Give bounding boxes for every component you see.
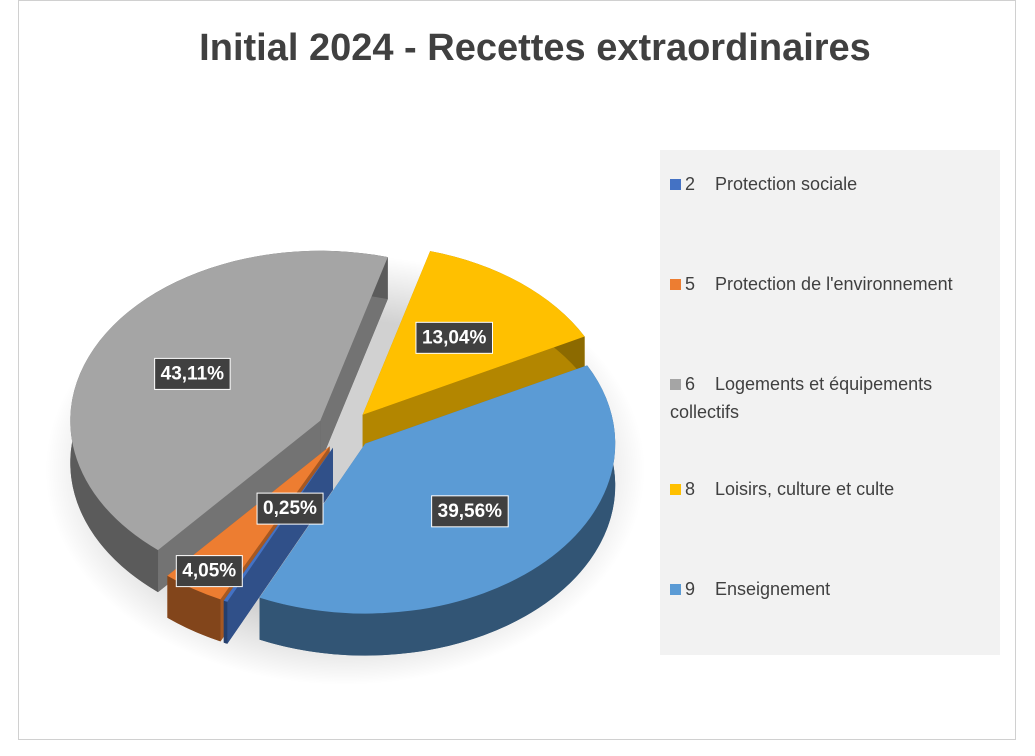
legend-label: 9 Enseignement [685, 579, 831, 599]
legend-swatch [670, 279, 681, 290]
data-label: 4,05% [175, 555, 243, 588]
data-label-text: 4,05% [182, 561, 236, 582]
data-label-box [154, 357, 231, 390]
slice-top [70, 250, 388, 551]
chart-frame [18, 0, 1016, 740]
pie: 0,25% 4,05% 43,11% 13,04% 39,56% [70, 250, 616, 656]
data-label: 13,04% [415, 321, 493, 354]
data-label: 43,11% [154, 357, 231, 390]
slice-wall [320, 257, 388, 463]
legend-item: 2 Protection sociale [670, 170, 1000, 198]
chart-title: Initial 2024 - Recettes extraordinaires [199, 27, 871, 69]
slice-top [223, 447, 333, 602]
legend-item: 8 Loisirs, culture et culte [670, 475, 1000, 503]
pie-slice [70, 250, 388, 593]
slice-side [167, 575, 221, 642]
legend-item: 9 Enseignement [670, 575, 1000, 603]
data-label-text: 39,56% [438, 501, 503, 522]
legend: 2 Protection sociale 5 Protection de l'en… [660, 150, 1000, 655]
legend-swatch [670, 584, 681, 595]
data-label: 39,56% [431, 495, 509, 528]
legend-label: 6 Logements et équipements collectifs [670, 374, 938, 422]
data-label-text: 0,25% [263, 498, 317, 519]
legend-swatch [670, 379, 681, 390]
data-label-box [415, 321, 493, 354]
data-label-box [175, 555, 243, 588]
legend-label: 2 Protection sociale [685, 174, 858, 194]
legend-item: 5 Protection de l'environnement [670, 270, 1000, 298]
legend-label: 5 Protection de l'environnement [685, 274, 953, 294]
data-label-box [431, 495, 509, 528]
pie-slice [259, 365, 616, 656]
data-label-box [256, 492, 324, 525]
data-label-text: 43,11% [161, 363, 224, 384]
slice-wall [158, 420, 321, 593]
legend-item: 6 Logements et équipements collectifs [670, 370, 1000, 426]
slice-side [223, 600, 228, 644]
data-label-text: 13,04% [422, 327, 487, 348]
data-label: 0,25% [256, 492, 324, 525]
legend-swatch [670, 484, 681, 495]
slice-side [259, 365, 616, 656]
legend-label: 8 Loisirs, culture et culte [685, 479, 895, 499]
slice-top [259, 365, 616, 614]
legend-swatch [670, 179, 681, 190]
